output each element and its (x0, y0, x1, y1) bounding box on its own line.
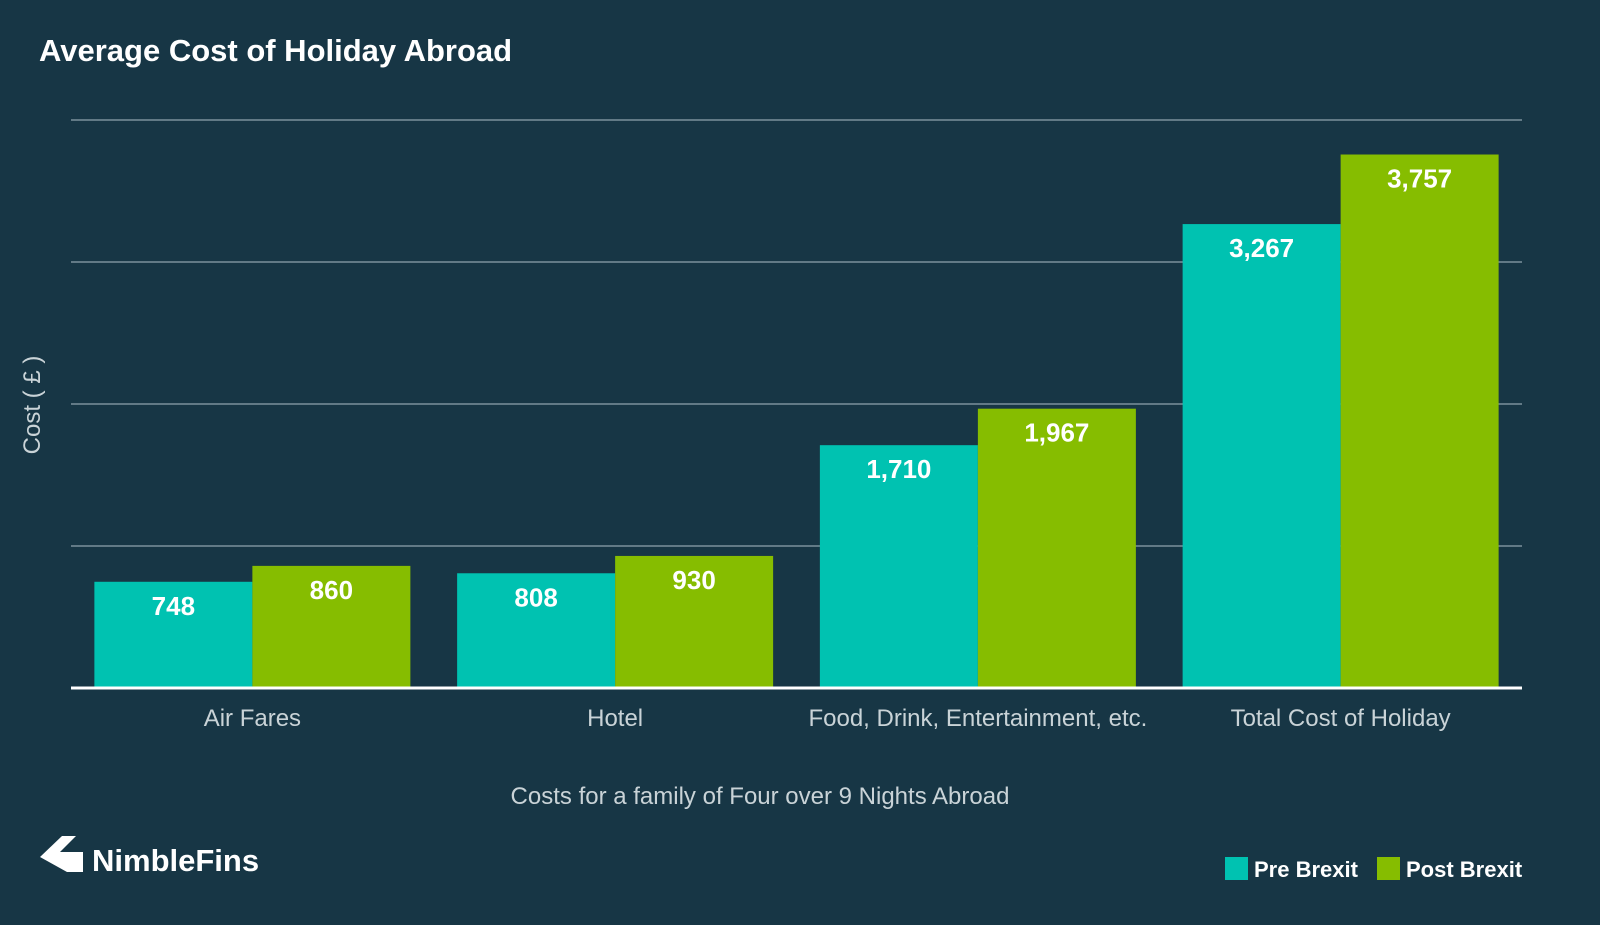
chevron-left-arrow-icon (40, 836, 83, 872)
bar-value-label: 1,710 (866, 454, 931, 484)
bar-pre-brexit (457, 573, 616, 688)
bar-post-brexit (1340, 154, 1499, 689)
data-labels: 748 860 808 930 1,710 1,967 3,267 3,757 (152, 164, 1452, 621)
legend-swatch-post-brexit (1377, 857, 1400, 880)
category-label: Total Cost of Holiday (1231, 705, 1451, 732)
x-axis-title: Costs for a family of Four over 9 Nights… (511, 783, 1010, 810)
bar-pre-brexit (1182, 224, 1341, 688)
bar-value-label: 3,267 (1229, 233, 1294, 263)
bar-value-label: 1,967 (1024, 418, 1089, 448)
bar-value-label: 3,757 (1387, 164, 1452, 194)
y-axis-title: Cost ( £ ) (19, 356, 46, 455)
bar-post-brexit (977, 408, 1136, 688)
category-label: Food, Drink, Entertainment, etc. (808, 705, 1147, 732)
bar-pre-brexit (94, 581, 253, 688)
bar-value-label: 808 (514, 582, 557, 612)
legend-label-pre-brexit: Pre Brexit (1254, 857, 1359, 882)
brand-logo: NimbleFins (40, 836, 259, 878)
legend-swatch-pre-brexit (1225, 857, 1248, 880)
category-labels: Air Fares Hotel Food, Drink, Entertainment… (204, 705, 1451, 732)
bar-post-brexit (615, 555, 774, 688)
bar-value-label: 748 (152, 591, 195, 621)
brand-name: NimbleFins (92, 843, 259, 878)
legend: Pre Brexit Post Brexit (1225, 857, 1523, 882)
category-label: Hotel (587, 705, 643, 732)
category-label: Air Fares (204, 705, 301, 732)
bar-post-brexit (252, 565, 411, 688)
chart-title: Average Cost of Holiday Abroad (39, 33, 512, 68)
bar-pre-brexit (819, 445, 978, 688)
bars (94, 154, 1499, 689)
bar-value-label: 860 (310, 575, 353, 605)
legend-label-post-brexit: Post Brexit (1406, 857, 1523, 882)
bar-value-label: 930 (672, 565, 715, 595)
